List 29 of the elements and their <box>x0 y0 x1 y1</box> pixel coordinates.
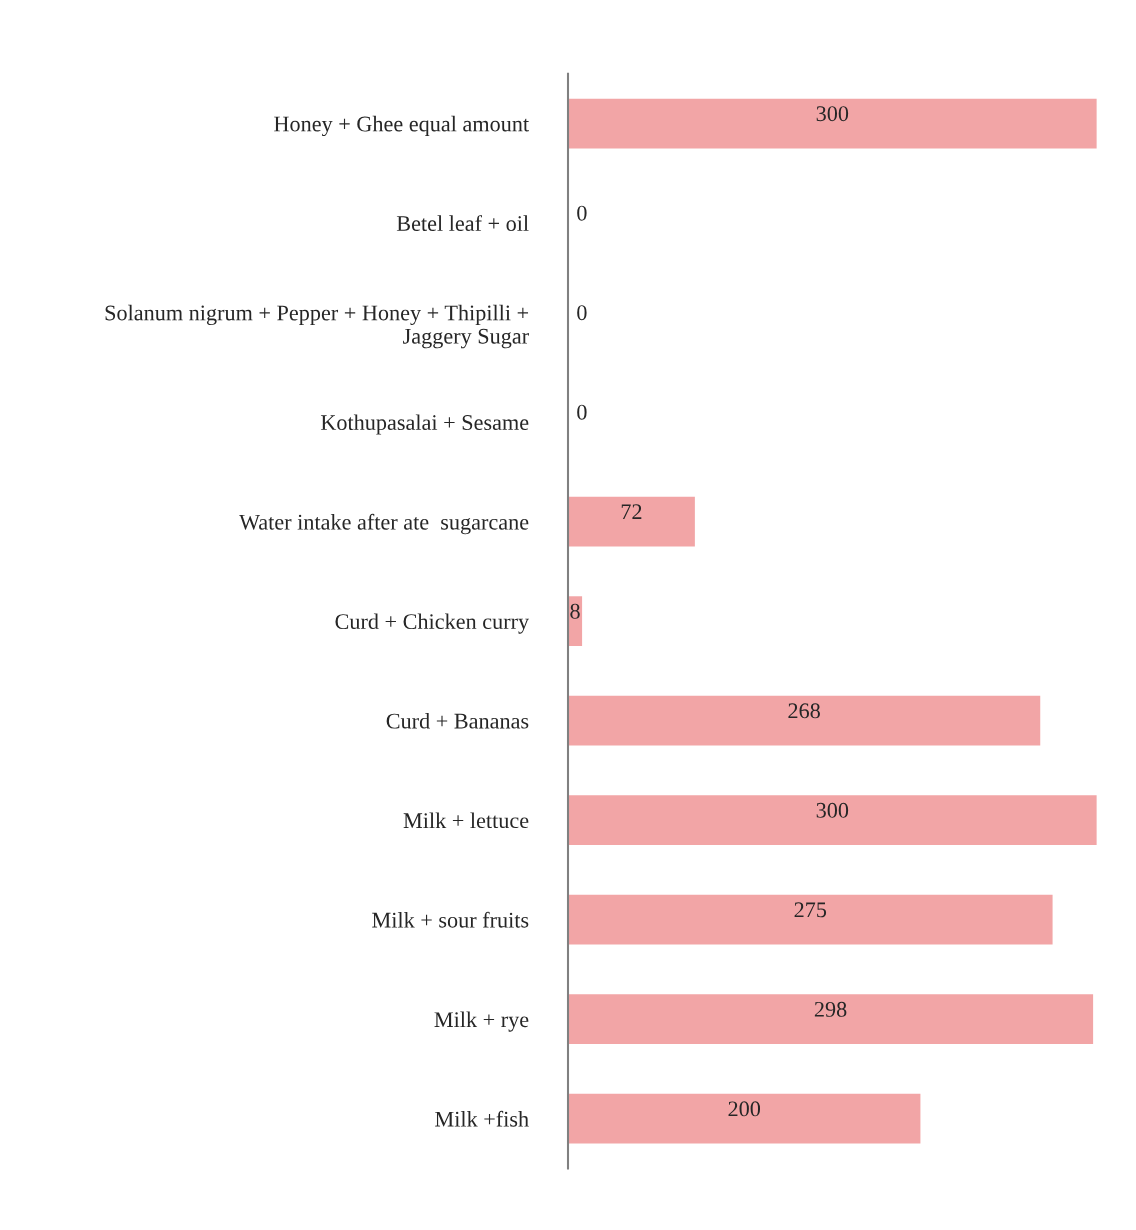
bar <box>568 994 1094 1045</box>
y-tick-label: Betel leaf + oil <box>396 215 529 232</box>
y-tick-label: Solanum nigrum + Pepper + Honey + Thipilli + Jaggery Sugar <box>105 304 529 349</box>
bar <box>568 98 1097 149</box>
data-label: 300 <box>816 802 849 818</box>
bar <box>568 695 1041 746</box>
y-tick-label: Water intake after ate sugarcane <box>239 513 529 535</box>
data-label: 72 <box>621 504 642 520</box>
bar <box>568 795 1097 846</box>
data-label: 275 <box>794 902 827 918</box>
bar <box>568 894 1053 945</box>
data-label: 0 <box>577 404 587 420</box>
y-tick-label: Curd + Bananas <box>386 712 529 729</box>
data-label: 300 <box>816 106 849 122</box>
bar <box>568 496 695 547</box>
data-label: 0 <box>577 205 587 221</box>
y-tick-label: Milk + sour fruits <box>372 911 529 928</box>
y-tick-label: Honey + Ghee equal amount <box>274 115 529 137</box>
data-label: 268 <box>788 703 820 719</box>
data-label: 298 <box>814 1001 847 1017</box>
y-tick-label: Milk + lettuce <box>403 812 529 829</box>
y-tick-label: Kothupasalai + Sesame <box>320 414 529 435</box>
y-tick-label: Milk + rye <box>434 1011 529 1032</box>
y-tick-label: Curd + Chicken curry <box>335 613 530 634</box>
data-label: 8 <box>570 603 580 619</box>
y-tick-label: Milk +fish <box>435 1110 529 1127</box>
data-label: 200 <box>728 1101 761 1117</box>
data-label: 0 <box>577 305 587 321</box>
bar <box>568 1093 921 1144</box>
